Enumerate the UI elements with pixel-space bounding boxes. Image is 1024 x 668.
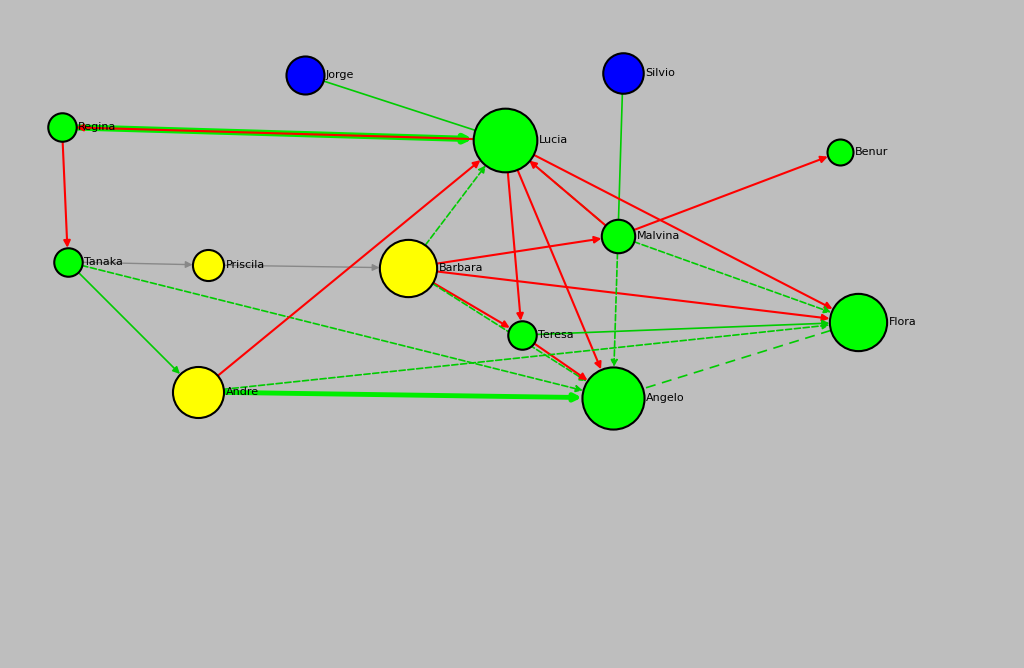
Point [200,260,216,271]
Text: Lucia: Lucia [539,135,568,145]
Text: Malvina: Malvina [637,231,680,241]
Point [605,393,622,403]
Text: Benur: Benur [855,147,889,157]
Text: Andre: Andre [225,387,259,397]
Text: Flora: Flora [889,317,916,327]
Point [54,122,71,132]
Text: Regina: Regina [78,122,117,132]
Text: Barbara: Barbara [438,263,483,273]
Point [497,135,513,146]
Text: Priscila: Priscila [225,260,265,270]
Point [189,387,206,397]
Text: Teresa: Teresa [539,330,573,340]
Text: Jorge: Jorge [326,70,354,80]
Text: Tanaka: Tanaka [84,257,123,267]
Text: Angelo: Angelo [646,393,685,403]
Point [614,67,631,78]
Point [514,329,530,340]
Point [297,69,313,80]
Point [610,230,627,241]
Point [399,263,416,273]
Point [831,147,848,158]
Text: Silvio: Silvio [645,68,675,78]
Point [850,317,866,327]
Point [59,257,76,267]
